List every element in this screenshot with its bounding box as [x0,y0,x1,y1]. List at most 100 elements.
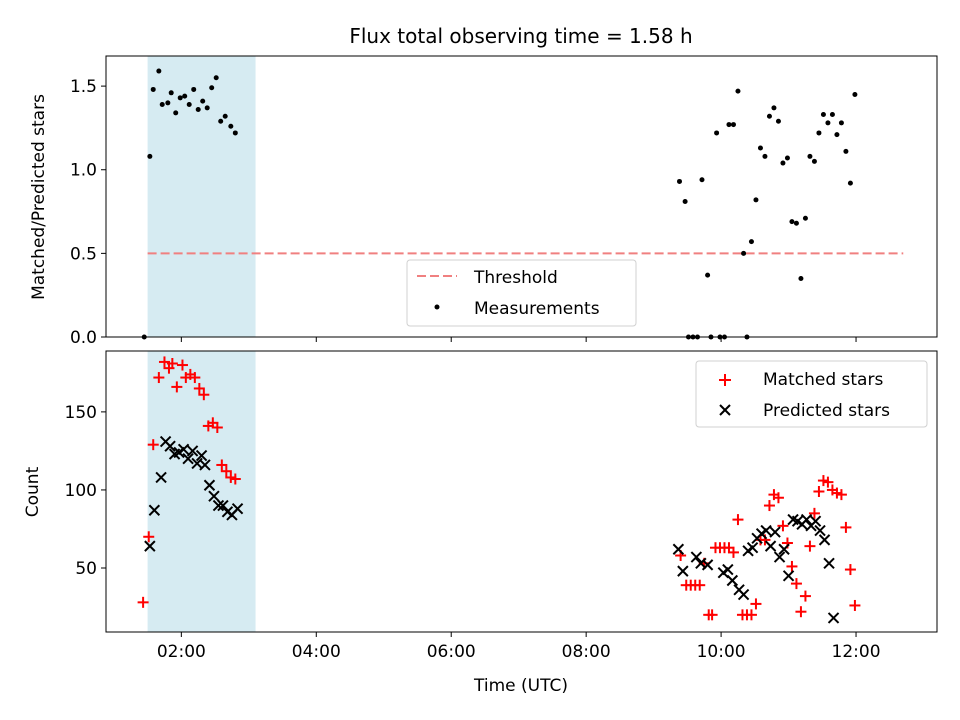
y-tick-label: 0.0 [70,328,97,348]
matched-star-point [153,372,165,384]
predicted-star-point [695,557,707,570]
measurement-point [820,112,826,118]
top-y-ticks: 0.0 0.5 1.0 1.5 [70,77,106,348]
measurement-point [852,91,858,97]
measurement-point [780,160,786,166]
measurement-point [222,113,228,119]
measurement-point [165,100,171,106]
x-tick-label: 08:00 [562,642,611,662]
bottom-highlight-span [147,351,256,632]
measurement-point [195,107,201,113]
predicted-star-point [217,499,229,512]
measurement-point [834,132,840,138]
y-tick-label: 50 [75,559,97,579]
measurement-point [705,272,711,278]
matched-star-point [763,500,775,512]
matched-star-point [171,381,183,393]
matched-star-point [844,564,856,576]
predicted-star-point [677,565,689,577]
predicted-star-point [148,504,161,516]
measurement-point [757,145,763,151]
predicted-star-point [746,541,759,554]
measurement-point [811,158,817,164]
measurement-point [766,113,772,119]
matched-star-point [732,514,744,526]
predicted-star-point [701,559,714,571]
measurement-point [816,130,822,136]
measurement-point [726,122,732,128]
bottom-plot-frame [105,350,938,633]
x-tick-label: 06:00 [427,642,476,662]
measurement-point [168,90,174,96]
measurement-point [714,130,720,136]
predicted-star-point [203,479,216,491]
top-legend-box [406,259,637,327]
matched-star-point [849,599,861,611]
top-legend: Threshold Measurements [406,259,637,327]
measurement-point [182,93,188,99]
legend-measurements-swatch [434,304,440,310]
measurement-point [807,153,813,159]
predicted-star-point [177,443,190,456]
top-points-layer [141,68,858,340]
measurement-point [793,220,799,226]
y-tick-label: 1.5 [70,77,97,97]
predicted-star-point [231,502,244,515]
measurement-point [191,86,197,92]
matched-star-point [176,359,188,371]
predicted-star-point [764,540,777,552]
matched-star-point [229,473,241,485]
matched-star-point [216,459,228,471]
legend-predicted-label: Predicted stars [763,401,890,421]
matched-star-point [211,421,223,433]
x-tick-label: 02:00 [157,642,206,662]
y-tick-label: 0.5 [70,244,97,264]
measurement-point [789,219,795,225]
matched-star-point [727,546,739,558]
predicted-star-point [769,526,781,538]
measurement-point [730,122,736,128]
predicted-star-point [818,534,831,546]
bottom-points-layer [137,356,861,624]
predicted-star-point [186,445,199,457]
legend-matched-label: Matched stars [763,370,883,390]
legend-threshold-label: Threshold [473,268,558,288]
measurement-point [156,68,162,74]
matched-star-point [799,590,811,602]
predicted-star-point [144,540,156,552]
x-tick-label: 12:00 [832,642,881,662]
predicted-star-point [773,551,786,563]
measurement-point [209,85,215,91]
predicted-star-point [212,499,225,512]
measurement-point [173,110,179,116]
matched-star-point [813,486,825,497]
matched-star-point [158,356,170,368]
matched-star-point [786,560,798,572]
predicted-star-point [814,524,826,537]
predicted-star-point [672,543,685,555]
measurement-point [186,102,192,108]
y-tick-label: 100 [65,481,97,501]
predicted-star-point [690,551,703,563]
x-tick-label: 04:00 [292,642,341,662]
measurement-point [762,153,768,159]
matched-star-point [750,598,762,610]
measurement-point [699,177,705,183]
measurement-point [775,118,781,124]
measurement-point [159,102,165,108]
matched-star-point [745,609,757,621]
matched-star-point [220,465,232,477]
predicted-star-point [199,459,211,471]
measurement-point [784,155,790,161]
top-y-axis-label: Matched/Predicted stars [29,94,49,300]
measurement-point [802,215,808,221]
bottom-y-ticks: 50 100 150 [65,403,106,579]
y-tick-label: 150 [65,403,97,423]
top-highlight-span [147,56,256,337]
matched-star-point [808,507,820,519]
bottom-legend: Matched stars Predicted stars [695,360,928,428]
matched-star-point [189,372,201,384]
measurement-point [177,95,183,101]
measurement-point [741,250,747,256]
